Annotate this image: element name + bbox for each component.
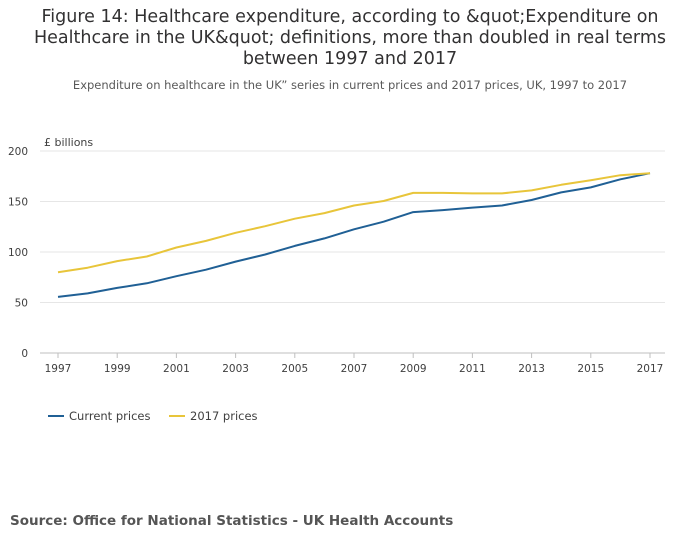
legend-label[interactable]: Current prices [69, 409, 150, 423]
y-tick-label: 0 [21, 348, 28, 360]
x-tick-label: 1999 [104, 363, 131, 375]
x-tick-label: 2017 [637, 363, 664, 375]
x-tick-label: 2001 [163, 363, 190, 375]
axes: 0 50 100 150 200 1997 1999 2001 2003 2005 2007 2009… [8, 146, 663, 375]
data-point[interactable] [530, 198, 534, 202]
data-point[interactable] [204, 268, 208, 272]
legend-label[interactable]: 2017 prices [190, 409, 258, 423]
chart-title: Figure 14: Healthcare expenditure, accor… [34, 7, 666, 69]
y-tick-label: 100 [8, 247, 28, 259]
data-point[interactable] [145, 255, 149, 259]
x-tick-label: 2005 [281, 363, 308, 375]
x-tick-label: 1997 [45, 363, 72, 375]
data-point[interactable] [56, 295, 60, 299]
data-point[interactable] [411, 210, 415, 214]
data-point[interactable] [382, 220, 386, 224]
data-point[interactable] [86, 291, 90, 295]
data-point[interactable] [322, 211, 326, 215]
y-axis-label: £ billions [44, 136, 93, 149]
series-line-2017-prices [57, 172, 651, 274]
data-point[interactable] [618, 177, 622, 181]
data-point[interactable] [263, 253, 267, 257]
data-point[interactable] [589, 178, 593, 182]
y-tick-label: 150 [8, 197, 28, 209]
chart-subtitle: Expenditure on healthcare in the UK” ser… [72, 78, 628, 92]
data-point[interactable] [352, 227, 356, 231]
data-point[interactable] [500, 191, 504, 195]
data-point[interactable] [470, 191, 474, 195]
legend: Current prices 2017 prices [48, 409, 258, 423]
y-tick-label: 200 [8, 146, 28, 158]
data-point[interactable] [382, 199, 386, 203]
data-point[interactable] [174, 274, 178, 278]
source-note: Source: Office for National Statistics -… [10, 513, 454, 529]
data-point[interactable] [559, 190, 563, 194]
data-point[interactable] [648, 171, 652, 175]
series [56, 171, 652, 299]
series-line-current-prices [57, 172, 651, 298]
x-tick-label: 2015 [577, 363, 604, 375]
data-point[interactable] [322, 236, 326, 240]
line-chart: 0 50 100 150 200 1997 1999 2001 2003 2005 2007 2009… [8, 136, 665, 423]
data-point[interactable] [174, 245, 178, 249]
data-point[interactable] [293, 217, 297, 221]
data-point[interactable] [234, 260, 238, 264]
data-point[interactable] [530, 188, 534, 192]
data-point[interactable] [86, 266, 90, 270]
data-point[interactable] [411, 191, 415, 195]
data-point[interactable] [589, 185, 593, 189]
data-point[interactable] [263, 224, 267, 228]
data-point[interactable] [115, 259, 119, 263]
data-point[interactable] [115, 286, 119, 290]
data-point[interactable] [470, 206, 474, 210]
data-point[interactable] [441, 191, 445, 195]
grid [40, 150, 665, 354]
data-point[interactable] [559, 183, 563, 187]
data-point[interactable] [441, 208, 445, 212]
y-tick-label: 50 [15, 298, 28, 310]
x-tick-label: 2011 [459, 363, 486, 375]
x-tick-label: 2013 [518, 363, 545, 375]
data-point[interactable] [234, 231, 238, 235]
data-point[interactable] [618, 173, 622, 177]
data-point[interactable] [352, 204, 356, 208]
data-point[interactable] [500, 204, 504, 208]
data-point[interactable] [145, 281, 149, 285]
x-tick-label: 2007 [341, 363, 368, 375]
x-tick-label: 2003 [222, 363, 249, 375]
data-point[interactable] [56, 270, 60, 274]
data-point[interactable] [293, 244, 297, 248]
x-tick-label: 2009 [400, 363, 427, 375]
data-point[interactable] [204, 239, 208, 243]
